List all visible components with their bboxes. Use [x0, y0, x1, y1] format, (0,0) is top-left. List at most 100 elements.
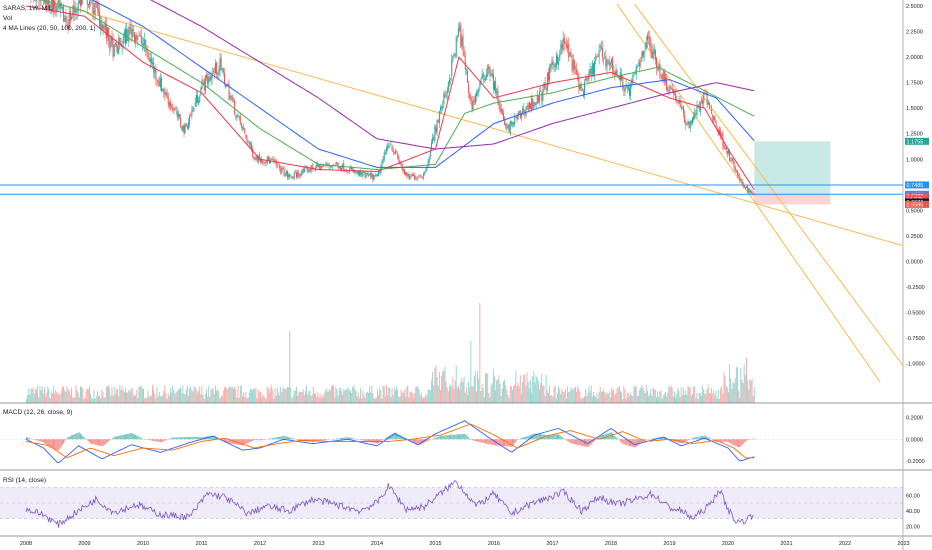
- candle-body[interactable]: [462, 35, 464, 50]
- candle-body[interactable]: [567, 45, 569, 49]
- candle-body[interactable]: [642, 50, 644, 57]
- candle-body[interactable]: [177, 113, 179, 117]
- candle-body[interactable]: [371, 173, 373, 177]
- candle-body[interactable]: [555, 55, 557, 68]
- candle-body[interactable]: [585, 78, 587, 81]
- candle-body[interactable]: [157, 80, 159, 83]
- candle-body[interactable]: [183, 125, 185, 134]
- candle-body[interactable]: [105, 24, 107, 39]
- candle-body[interactable]: [281, 168, 283, 173]
- candle-body[interactable]: [549, 66, 551, 81]
- candle-body[interactable]: [162, 88, 164, 91]
- candle-body[interactable]: [551, 62, 553, 65]
- candle-body[interactable]: [242, 126, 243, 128]
- candle-body[interactable]: [215, 63, 216, 73]
- candle-body[interactable]: [107, 27, 108, 37]
- candle-body[interactable]: [209, 76, 211, 81]
- price-badge[interactable]: [905, 137, 929, 145]
- candle-body[interactable]: [747, 185, 749, 192]
- candle-body[interactable]: [591, 63, 593, 75]
- candle-body[interactable]: [458, 28, 459, 37]
- legend-ma-lines[interactable]: 4 MA Lines (20, 50, 100, 200, 1): [3, 25, 96, 32]
- candle-body[interactable]: [539, 91, 540, 102]
- candle-body[interactable]: [612, 57, 614, 71]
- candle-body[interactable]: [681, 107, 683, 109]
- moving-average-ma50[interactable]: [26, 0, 755, 171]
- candle-body[interactable]: [409, 176, 411, 180]
- candle-body[interactable]: [332, 165, 333, 167]
- candle-body[interactable]: [522, 108, 524, 114]
- candle-body[interactable]: [397, 153, 399, 159]
- candle-body[interactable]: [47, 0, 49, 6]
- candle-body[interactable]: [193, 108, 195, 109]
- candle-body[interactable]: [471, 101, 473, 109]
- candle-body[interactable]: [64, 17, 66, 22]
- candle-body[interactable]: [189, 116, 191, 124]
- candle-body[interactable]: [185, 124, 187, 127]
- candle-body[interactable]: [695, 113, 697, 115]
- candle-body[interactable]: [548, 72, 549, 81]
- candle-body[interactable]: [390, 144, 392, 145]
- candle-body[interactable]: [716, 126, 718, 128]
- candle-body[interactable]: [55, 6, 57, 12]
- candle-body[interactable]: [477, 91, 479, 94]
- candle-body[interactable]: [257, 155, 259, 162]
- candle-body[interactable]: [497, 89, 499, 104]
- macd-signal-line[interactable]: [25, 423, 755, 459]
- candle-body[interactable]: [452, 56, 454, 60]
- candle-body[interactable]: [398, 158, 400, 162]
- candle-body[interactable]: [280, 168, 282, 173]
- candle-body[interactable]: [58, 0, 60, 8]
- candle-body[interactable]: [496, 90, 498, 95]
- candle-body[interactable]: [485, 78, 486, 81]
- candle-body[interactable]: [395, 151, 396, 154]
- legend-symbol[interactable]: SARAS, 1W, MIL: [3, 5, 53, 12]
- candle-body[interactable]: [676, 99, 678, 100]
- candle-body[interactable]: [600, 46, 602, 48]
- candle-body[interactable]: [483, 79, 485, 80]
- candle-body[interactable]: [684, 114, 686, 124]
- candle-body[interactable]: [599, 45, 601, 49]
- candle-body[interactable]: [473, 100, 475, 102]
- candle-body[interactable]: [690, 121, 692, 124]
- candle-body[interactable]: [366, 173, 368, 175]
- candle-body[interactable]: [96, 3, 98, 9]
- rsi-pane[interactable]: [0, 480, 903, 528]
- candle-body[interactable]: [698, 106, 700, 111]
- candle-body[interactable]: [576, 69, 578, 75]
- candle-body[interactable]: [495, 80, 497, 94]
- candle-body[interactable]: [617, 75, 619, 78]
- candle-body[interactable]: [478, 88, 480, 93]
- candle-body[interactable]: [283, 168, 285, 176]
- candle-body[interactable]: [624, 87, 626, 93]
- candle-body[interactable]: [179, 114, 180, 118]
- candle-body[interactable]: [454, 55, 456, 56]
- candle-body[interactable]: [62, 6, 63, 9]
- candle-body[interactable]: [298, 172, 300, 176]
- candle-body[interactable]: [692, 117, 693, 124]
- candle-body[interactable]: [550, 63, 552, 68]
- candle-body[interactable]: [426, 167, 428, 170]
- candle-body[interactable]: [687, 121, 689, 124]
- candle-body[interactable]: [190, 114, 192, 117]
- candle-body[interactable]: [161, 78, 162, 92]
- candle-body[interactable]: [428, 157, 430, 163]
- candle-body[interactable]: [226, 85, 228, 87]
- candle-body[interactable]: [460, 24, 462, 47]
- candle-body[interactable]: [402, 169, 404, 171]
- candle-body[interactable]: [289, 174, 291, 177]
- candle-body[interactable]: [138, 34, 140, 37]
- candle-body[interactable]: [216, 62, 218, 75]
- candle-body[interactable]: [723, 145, 725, 149]
- candle-body[interactable]: [130, 27, 132, 35]
- candle-body[interactable]: [45, 0, 47, 4]
- candle-body[interactable]: [440, 107, 441, 110]
- candle-body[interactable]: [396, 152, 398, 153]
- candle-body[interactable]: [546, 73, 548, 91]
- candle-body[interactable]: [360, 171, 362, 175]
- candle-body[interactable]: [654, 49, 656, 60]
- candle-body[interactable]: [386, 148, 387, 152]
- candle-body[interactable]: [677, 101, 679, 103]
- candle-body[interactable]: [153, 61, 155, 72]
- candle-body[interactable]: [405, 172, 407, 175]
